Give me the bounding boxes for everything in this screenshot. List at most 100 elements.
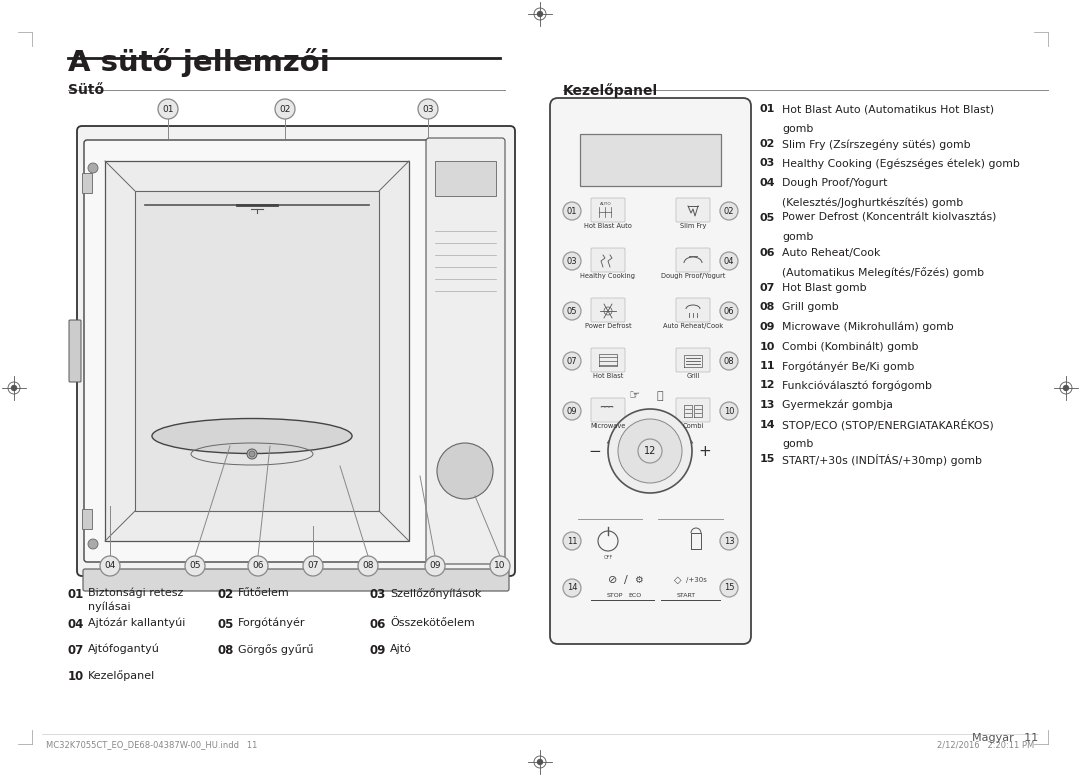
Text: Combi: Combi — [683, 423, 704, 429]
Circle shape — [185, 556, 205, 576]
Text: Dough Proof/Yogurt: Dough Proof/Yogurt — [782, 178, 888, 188]
Circle shape — [538, 760, 542, 764]
Text: Slim Fry (Zsírszegény sütés) gomb: Slim Fry (Zsírszegény sütés) gomb — [782, 139, 971, 150]
Text: 12: 12 — [760, 380, 775, 390]
Text: Görgős gyűrű: Görgős gyűrű — [238, 644, 313, 655]
Text: 04: 04 — [105, 562, 116, 570]
Text: Combi (Kombinált) gomb: Combi (Kombinált) gomb — [782, 341, 918, 352]
Text: Funkcióválasztó forgógomb: Funkcióválasztó forgógomb — [782, 380, 932, 391]
Text: 05: 05 — [189, 562, 201, 570]
Text: Forgótányér Be/Ki gomb: Forgótányér Be/Ki gomb — [782, 361, 915, 372]
Text: (Automatikus Melegítés/Főzés) gomb: (Automatikus Melegítés/Főzés) gomb — [782, 268, 984, 279]
Text: ⏱: ⏱ — [657, 391, 663, 401]
Text: ⊘: ⊘ — [608, 575, 618, 585]
Circle shape — [248, 556, 268, 576]
Text: nyílásai: nyílásai — [87, 602, 131, 612]
Text: 09: 09 — [370, 644, 387, 657]
Text: 13: 13 — [724, 536, 734, 546]
Text: 10: 10 — [68, 670, 84, 683]
Text: Összekötőelem: Összekötőelem — [390, 618, 475, 628]
FancyBboxPatch shape — [676, 248, 710, 272]
Text: Hot Blast gomb: Hot Blast gomb — [782, 283, 866, 293]
Text: 06: 06 — [370, 618, 387, 631]
Text: Grill gomb: Grill gomb — [782, 303, 839, 313]
Text: 10: 10 — [760, 341, 775, 352]
Text: START: START — [676, 593, 696, 598]
Text: 10: 10 — [724, 407, 734, 415]
Text: 12: 12 — [644, 446, 657, 456]
Text: 08: 08 — [724, 356, 734, 365]
FancyBboxPatch shape — [591, 248, 625, 272]
Text: Sütő: Sütő — [68, 83, 104, 97]
Text: Microwave (Mikrohullám) gomb: Microwave (Mikrohullám) gomb — [782, 322, 954, 332]
FancyBboxPatch shape — [77, 126, 515, 576]
Text: Kezelőpanel: Kezelőpanel — [563, 83, 658, 98]
Text: 01: 01 — [760, 104, 775, 114]
Circle shape — [563, 202, 581, 220]
Circle shape — [1064, 386, 1068, 390]
Text: 14: 14 — [760, 420, 775, 429]
Text: 06: 06 — [724, 307, 734, 316]
Text: START/+30s (INDÍTÁS/+30mp) gomb: START/+30s (INDÍTÁS/+30mp) gomb — [782, 455, 982, 466]
Text: 03: 03 — [422, 105, 434, 113]
Text: Ajtófogantyú: Ajtófogantyú — [87, 644, 160, 654]
Text: 15: 15 — [760, 455, 775, 465]
Text: Microwave: Microwave — [591, 423, 625, 429]
Circle shape — [538, 12, 542, 16]
Text: Fűtőelem: Fűtőelem — [238, 588, 289, 598]
Text: Forgótányér: Forgótányér — [238, 618, 306, 629]
Text: 01: 01 — [567, 206, 577, 216]
Text: 04: 04 — [724, 257, 734, 265]
Circle shape — [720, 352, 738, 370]
Text: Kezelőpanel: Kezelőpanel — [87, 670, 156, 681]
Bar — [135, 191, 379, 511]
Circle shape — [357, 556, 378, 576]
Text: Hot Blast: Hot Blast — [593, 373, 623, 379]
Text: 04: 04 — [760, 178, 775, 188]
FancyBboxPatch shape — [676, 398, 710, 422]
Text: 07: 07 — [760, 283, 775, 293]
Text: 02: 02 — [218, 588, 234, 601]
Text: Ajtó: Ajtó — [390, 644, 411, 654]
Text: 01: 01 — [162, 105, 174, 113]
Circle shape — [720, 402, 738, 420]
FancyBboxPatch shape — [676, 198, 710, 222]
Circle shape — [437, 443, 492, 499]
Circle shape — [563, 302, 581, 320]
Text: 03: 03 — [567, 257, 578, 265]
Text: 05: 05 — [760, 213, 775, 223]
Bar — [580, 134, 721, 186]
Text: 11: 11 — [567, 536, 577, 546]
Text: 15: 15 — [724, 584, 734, 593]
Text: 02: 02 — [760, 139, 775, 149]
Text: 13: 13 — [760, 400, 775, 410]
Text: 09: 09 — [429, 562, 441, 570]
FancyBboxPatch shape — [591, 348, 625, 372]
Text: Power Defrost: Power Defrost — [584, 323, 632, 329]
Text: 05: 05 — [218, 618, 234, 631]
Ellipse shape — [152, 418, 352, 453]
Text: AUTO: AUTO — [600, 202, 611, 206]
Bar — [82, 173, 92, 193]
Text: 06: 06 — [253, 562, 264, 570]
Text: 06: 06 — [760, 248, 775, 258]
Circle shape — [249, 451, 255, 457]
Text: Dough Proof/Yogurt: Dough Proof/Yogurt — [661, 273, 725, 279]
Circle shape — [720, 252, 738, 270]
Text: Ajtózár kallantyúi: Ajtózár kallantyúi — [87, 618, 186, 629]
Circle shape — [426, 556, 445, 576]
Text: 07: 07 — [68, 644, 84, 657]
Circle shape — [87, 163, 98, 173]
Text: ⚙: ⚙ — [634, 575, 643, 585]
Text: MC32K7055CT_EO_DE68-04387W-00_HU.indd   11: MC32K7055CT_EO_DE68-04387W-00_HU.indd 11 — [46, 740, 257, 749]
Circle shape — [87, 539, 98, 549]
Circle shape — [490, 556, 510, 576]
Text: 10: 10 — [495, 562, 505, 570]
Text: Hot Blast Auto: Hot Blast Auto — [584, 223, 632, 229]
Bar — [105, 161, 409, 541]
Circle shape — [563, 402, 581, 420]
Text: Grill: Grill — [686, 373, 700, 379]
FancyBboxPatch shape — [69, 320, 81, 382]
FancyBboxPatch shape — [591, 298, 625, 322]
Text: /: / — [624, 575, 627, 585]
